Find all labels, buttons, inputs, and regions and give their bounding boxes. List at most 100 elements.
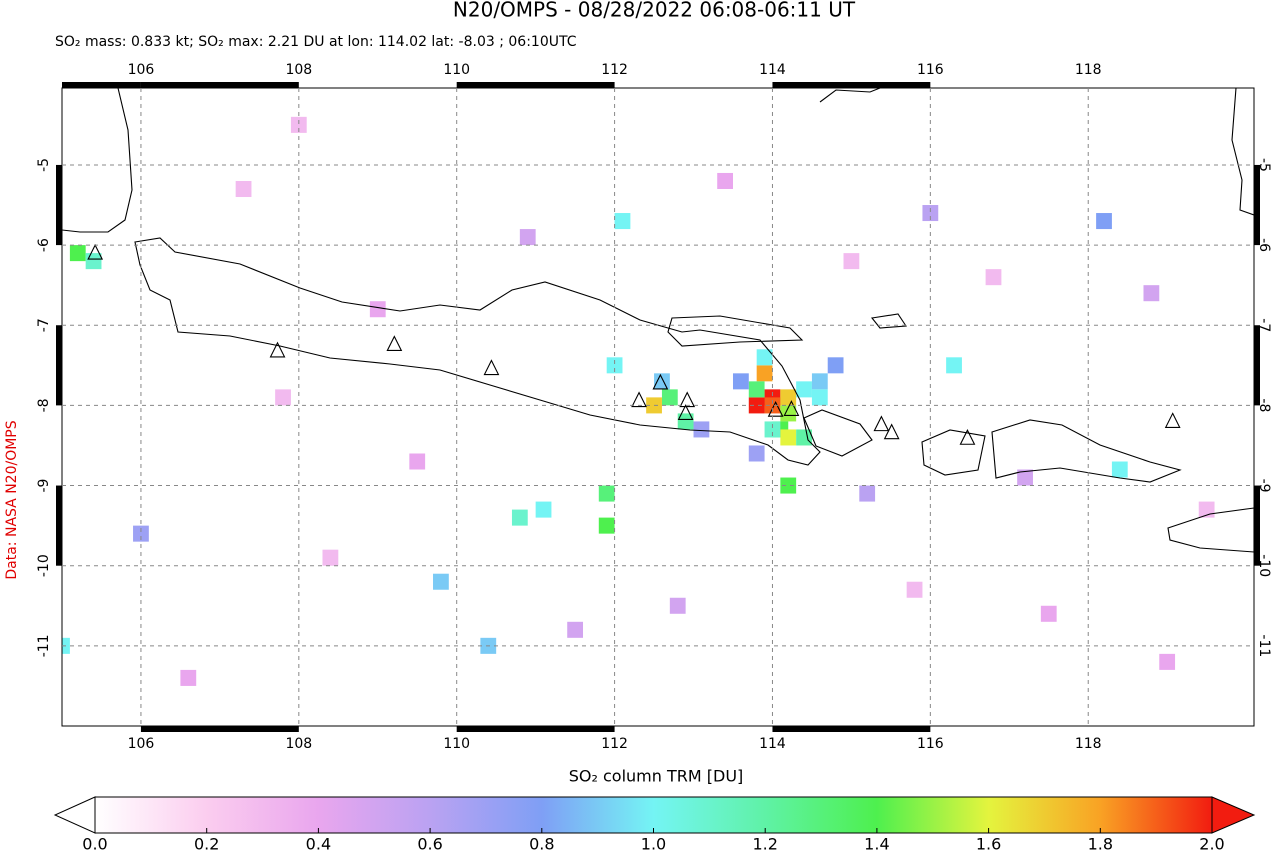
so2-pixel — [693, 421, 710, 438]
frame-bar — [772, 726, 931, 732]
volcano — [87, 243, 104, 260]
so2-pixel — [748, 445, 765, 462]
frame-bar — [62, 82, 141, 88]
so2-pixel — [946, 357, 962, 374]
so2-pixel — [756, 349, 773, 366]
frame-bar — [772, 82, 931, 88]
so2-pixel — [1017, 469, 1033, 486]
volcano — [269, 341, 286, 358]
y-tick-label: -7 — [36, 318, 52, 332]
colorbar-tick-label: 2.0 — [1199, 835, 1224, 853]
y-tick-label: -6 — [1256, 238, 1272, 252]
coastline — [1167, 507, 1254, 553]
coastline — [62, 88, 133, 233]
so2-pixel — [235, 180, 252, 198]
y-tick-label: -8 — [1256, 398, 1272, 412]
so2-pixel — [519, 229, 536, 246]
volcano — [631, 391, 647, 408]
so2-pixel — [598, 517, 615, 534]
so2-pixel — [780, 389, 797, 406]
frame-bar — [56, 485, 62, 566]
y-tick-label: -11 — [36, 634, 52, 657]
colorbar-tick-label: 1.0 — [641, 835, 666, 853]
colorbar-tick-label: 0.4 — [306, 835, 331, 853]
colorbar-tick-label: 1.2 — [752, 835, 777, 853]
so2-pixel — [811, 389, 828, 406]
colorbar-tick-label: 0.2 — [194, 835, 219, 853]
so2-pixel — [275, 389, 291, 406]
x-tick-label: 116 — [917, 62, 944, 78]
volcano — [1164, 412, 1181, 428]
so2-pixel — [756, 365, 773, 382]
x-tick-label: 118 — [1075, 736, 1102, 752]
so2-pixel — [811, 373, 828, 390]
y-tick-label: -9 — [1256, 479, 1272, 493]
coastlines — [62, 88, 1254, 553]
x-tick-label: 116 — [917, 736, 944, 752]
colorbar-tick-label: 1.8 — [1088, 835, 1113, 853]
x-tick-label: 114 — [759, 62, 786, 78]
frame-bar — [456, 726, 615, 732]
so2-pixel — [567, 621, 584, 638]
so2-pixel — [606, 357, 623, 374]
so2-pixel — [748, 381, 765, 398]
colorbar-tick-label: 0.6 — [417, 835, 442, 853]
so2-pixel — [780, 429, 797, 446]
so2-pixel — [409, 453, 426, 470]
so2-pixel — [717, 172, 733, 189]
coastline — [819, 88, 881, 103]
x-tick-label: 106 — [128, 62, 155, 78]
so2-pixel — [69, 245, 86, 262]
frame-bar — [1254, 485, 1260, 566]
pixel-layer — [62, 116, 1215, 686]
so2-pixel — [369, 301, 386, 318]
colorbar-tick-label: 1.6 — [976, 835, 1001, 853]
so2-pixel — [1111, 461, 1128, 478]
x-tick-label: 112 — [601, 736, 628, 752]
x-tick-label: 108 — [285, 62, 312, 78]
so2-pixel — [780, 405, 797, 422]
coastline — [921, 429, 986, 476]
so2-pixel — [614, 213, 631, 230]
so2-pixel — [677, 413, 694, 430]
so2-pixel — [827, 357, 844, 374]
so2-pixel — [748, 397, 765, 414]
so2-pixel — [764, 421, 781, 438]
credit: Data: NASA N20/OMPS — [4, 420, 20, 579]
x-tick-label: 114 — [759, 736, 786, 752]
y-tick-label: -9 — [36, 479, 52, 493]
map-border — [61, 87, 1255, 727]
y-tick-label: -6 — [36, 238, 52, 252]
y-tick-label: -8 — [36, 398, 52, 412]
frame — [56, 82, 1260, 732]
coastline — [991, 419, 1182, 483]
y-tick-label: -11 — [1256, 634, 1272, 657]
so2-pixel — [796, 381, 812, 398]
coastline — [803, 409, 873, 457]
so2-pixel — [780, 477, 797, 494]
coastline — [1231, 88, 1254, 216]
volcano — [679, 391, 696, 408]
title: N20/OMPS - 08/28/2022 06:08-06:11 UT — [453, 0, 856, 22]
y-tick-label: -5 — [36, 158, 52, 172]
x-tick-label: 108 — [285, 736, 312, 752]
colorbar-tick-label: 1.4 — [864, 835, 889, 853]
colorbar — [94, 796, 1213, 834]
volcano — [783, 400, 800, 416]
coastline — [667, 315, 804, 347]
coastline — [870, 313, 907, 329]
so2-pixel — [843, 253, 860, 270]
so2-pixel — [661, 389, 678, 406]
so2-pixel — [732, 373, 749, 390]
so2-pixel — [1040, 605, 1057, 622]
volcano — [483, 359, 500, 376]
volcano — [883, 423, 900, 440]
so2-pixel — [669, 597, 686, 614]
frame-bar — [56, 164, 62, 246]
volcano — [873, 415, 890, 432]
volcano — [677, 404, 694, 420]
x-tick-label: 118 — [1075, 62, 1102, 78]
colorbar-over — [1211, 796, 1256, 834]
so2-pixel — [906, 581, 923, 598]
so2-pixel — [322, 549, 339, 566]
